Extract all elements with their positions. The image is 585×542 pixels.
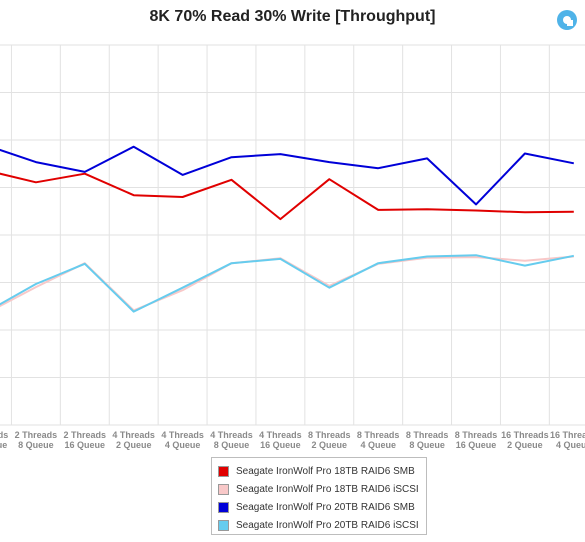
legend-item[interactable]: Seagate IronWolf Pro 18TB RAID6 iSCSI [218,480,426,498]
series-line [0,145,574,206]
legend-swatch [218,501,229,513]
x-tick-label: 8 Threads 8 Queue [406,430,449,450]
logo-icon [557,10,577,30]
x-tick-label: 8 Threads 16 Queue [455,430,498,450]
x-tick-label: 4 Threads 16 Queue [259,430,302,450]
legend-label: Seagate IronWolf Pro 18TB RAID6 iSCSI [236,483,419,495]
x-tick-label: 8 Threads 2 Queue [308,430,351,450]
x-tick-label: 4 Threads 4 Queue [161,430,204,450]
legend-item[interactable]: Seagate IronWolf Pro 18TB RAID6 SMB [218,462,426,480]
x-tick-label: 2 Threads 8 Queue [15,430,58,450]
x-tick-label: 4 Threads 2 Queue [112,430,155,450]
grid-lines [0,44,585,426]
legend: Seagate IronWolf Pro 18TB RAID6 SMB Seag… [211,457,427,535]
x-tick-label: 4 Threads 8 Queue [210,430,253,450]
legend-swatch [218,519,229,531]
series-lines [0,145,574,313]
legend-item[interactable]: Seagate IronWolf Pro 20TB RAID6 SMB [218,498,426,516]
x-tick-label: 2 Threads 16 Queue [64,430,107,450]
x-tick-label: 8 Threads 4 Queue [357,430,400,450]
x-tick-label: 16 Threads 2 Queue [501,430,549,450]
legend-label: Seagate IronWolf Pro 18TB RAID6 SMB [236,465,415,477]
legend-item[interactable]: Seagate IronWolf Pro 20TB RAID6 iSCSI [218,516,426,534]
series-line [0,254,574,313]
legend-label: Seagate IronWolf Pro 20TB RAID6 SMB [236,501,415,513]
legend-label: Seagate IronWolf Pro 20TB RAID6 iSCSI [236,519,419,531]
chart-title: 8K 70% Read 30% Write [Throughput] [149,8,436,25]
legend-swatch [218,465,229,477]
legend-swatch [218,483,229,495]
series-line [0,172,574,221]
